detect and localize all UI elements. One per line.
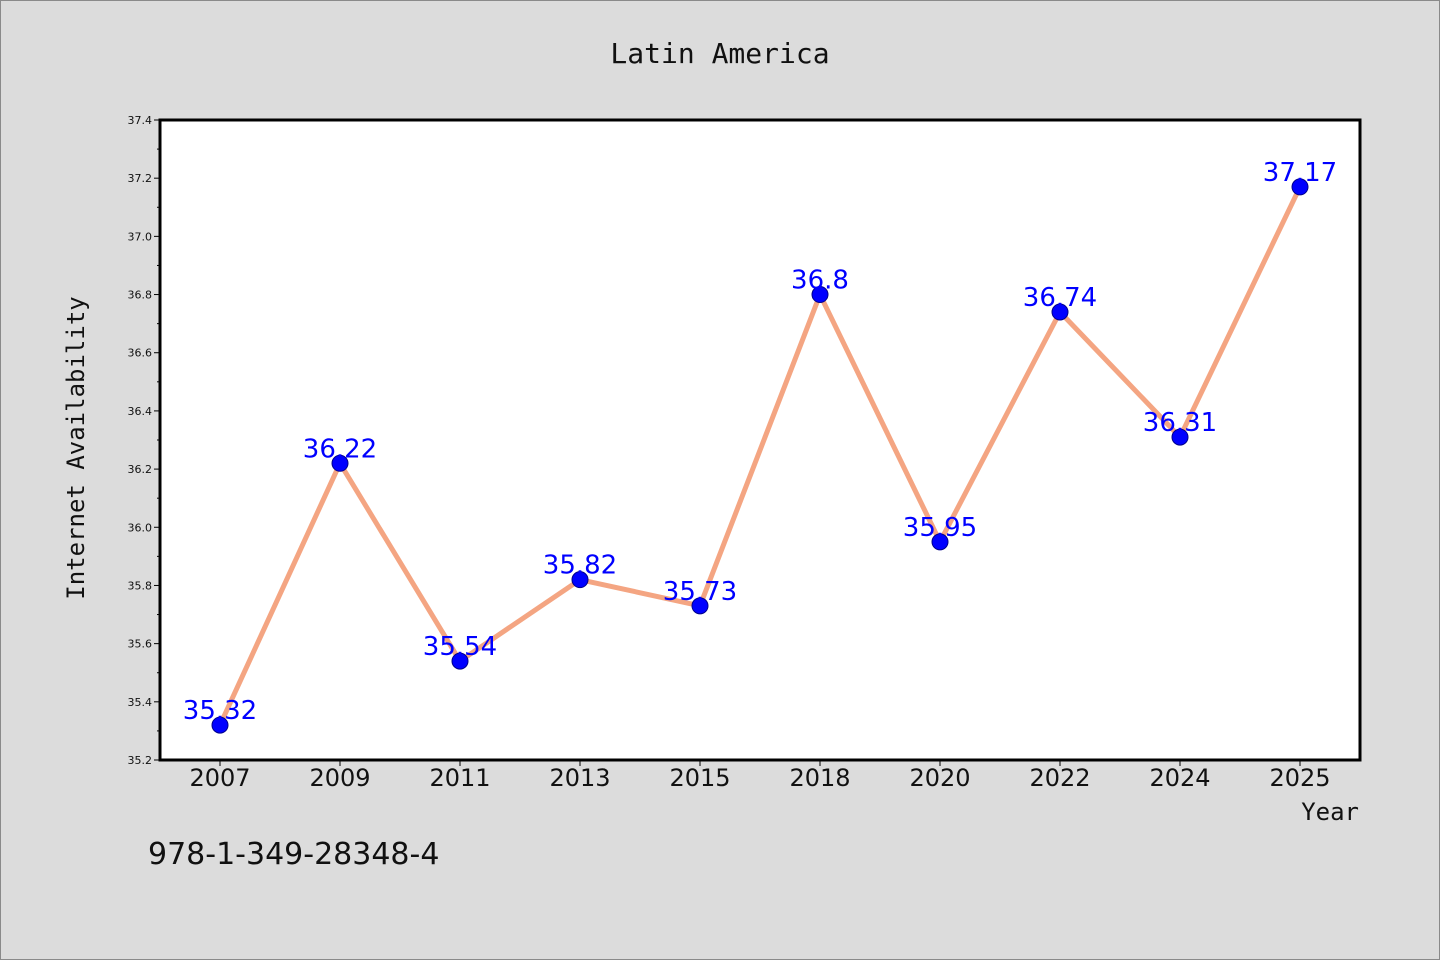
data-point (1171, 428, 1189, 446)
x-tick-label: 2011 (429, 764, 490, 792)
x-tick-label: 2024 (1149, 764, 1210, 792)
y-tick-label: 36.0 (128, 521, 153, 534)
data-point (331, 454, 349, 472)
y-tick-label: 36.2 (128, 463, 153, 476)
data-point (691, 597, 709, 615)
x-tick-label: 2018 (789, 764, 850, 792)
data-label: 35.95 (903, 513, 977, 543)
x-tick-label: 2013 (549, 764, 610, 792)
plot-border (158, 118, 1362, 762)
data-label: 37.17 (1263, 158, 1337, 188)
y-tick-label: 36.8 (128, 289, 153, 302)
x-tick-label: 2007 (189, 764, 250, 792)
y-tick-label: 36.4 (128, 405, 153, 418)
data-point (931, 533, 949, 551)
y-axis-label: Internet Availability (62, 296, 90, 599)
data-label: 36.31 (1143, 408, 1217, 438)
data-labels: 35.32 36.22 35.54 35.82 35.73 36.8 35.95 36.74 3… (183, 158, 1337, 726)
data-point (1291, 178, 1309, 196)
y-tick-label: 35.8 (128, 579, 153, 592)
x-tick-label: 2009 (309, 764, 370, 792)
data-label: 36.8 (791, 266, 849, 296)
data-label: 35.54 (423, 632, 497, 662)
chart-title: Latin America (610, 37, 829, 70)
y-tick-label: 35.2 (128, 754, 153, 767)
data-point (1051, 303, 1069, 321)
x-axis-label: Year (1301, 798, 1359, 826)
x-tick-label: 2020 (909, 764, 970, 792)
x-tick-label: 2015 (669, 764, 730, 792)
data-label: 35.82 (543, 551, 617, 581)
data-point (571, 571, 589, 589)
y-tick-label: 36.6 (128, 347, 153, 360)
plot-area (160, 120, 1360, 760)
data-label: 35.73 (663, 577, 737, 607)
data-point (451, 652, 469, 670)
series-line (217, 184, 1303, 728)
x-tick-label: 2025 (1269, 764, 1330, 792)
data-markers (211, 178, 1309, 734)
data-label: 36.22 (303, 434, 377, 464)
data-label: 36.74 (1023, 283, 1097, 313)
y-tick-label: 37.4 (128, 114, 153, 127)
isbn-text: 978-1-349-28348-4 (148, 837, 439, 872)
y-tick-label: 37.2 (128, 172, 153, 185)
data-label: 35.32 (183, 696, 257, 726)
data-point (811, 286, 829, 304)
y-tick-label: 35.4 (128, 696, 153, 709)
x-tick-label: 2022 (1029, 764, 1090, 792)
y-tick-label: 37.0 (128, 230, 153, 243)
y-tick-label: 35.6 (128, 638, 153, 651)
x-axis-ticks: 2007 2009 2011 2013 2015 2018 2020 2022 2024 2025 (189, 760, 1331, 792)
y-axis-ticks: 35.2 35.4 35.6 35.8 36.0 36.2 36.4 36.6 36.8 37.0… (128, 114, 160, 767)
data-point (211, 716, 229, 734)
